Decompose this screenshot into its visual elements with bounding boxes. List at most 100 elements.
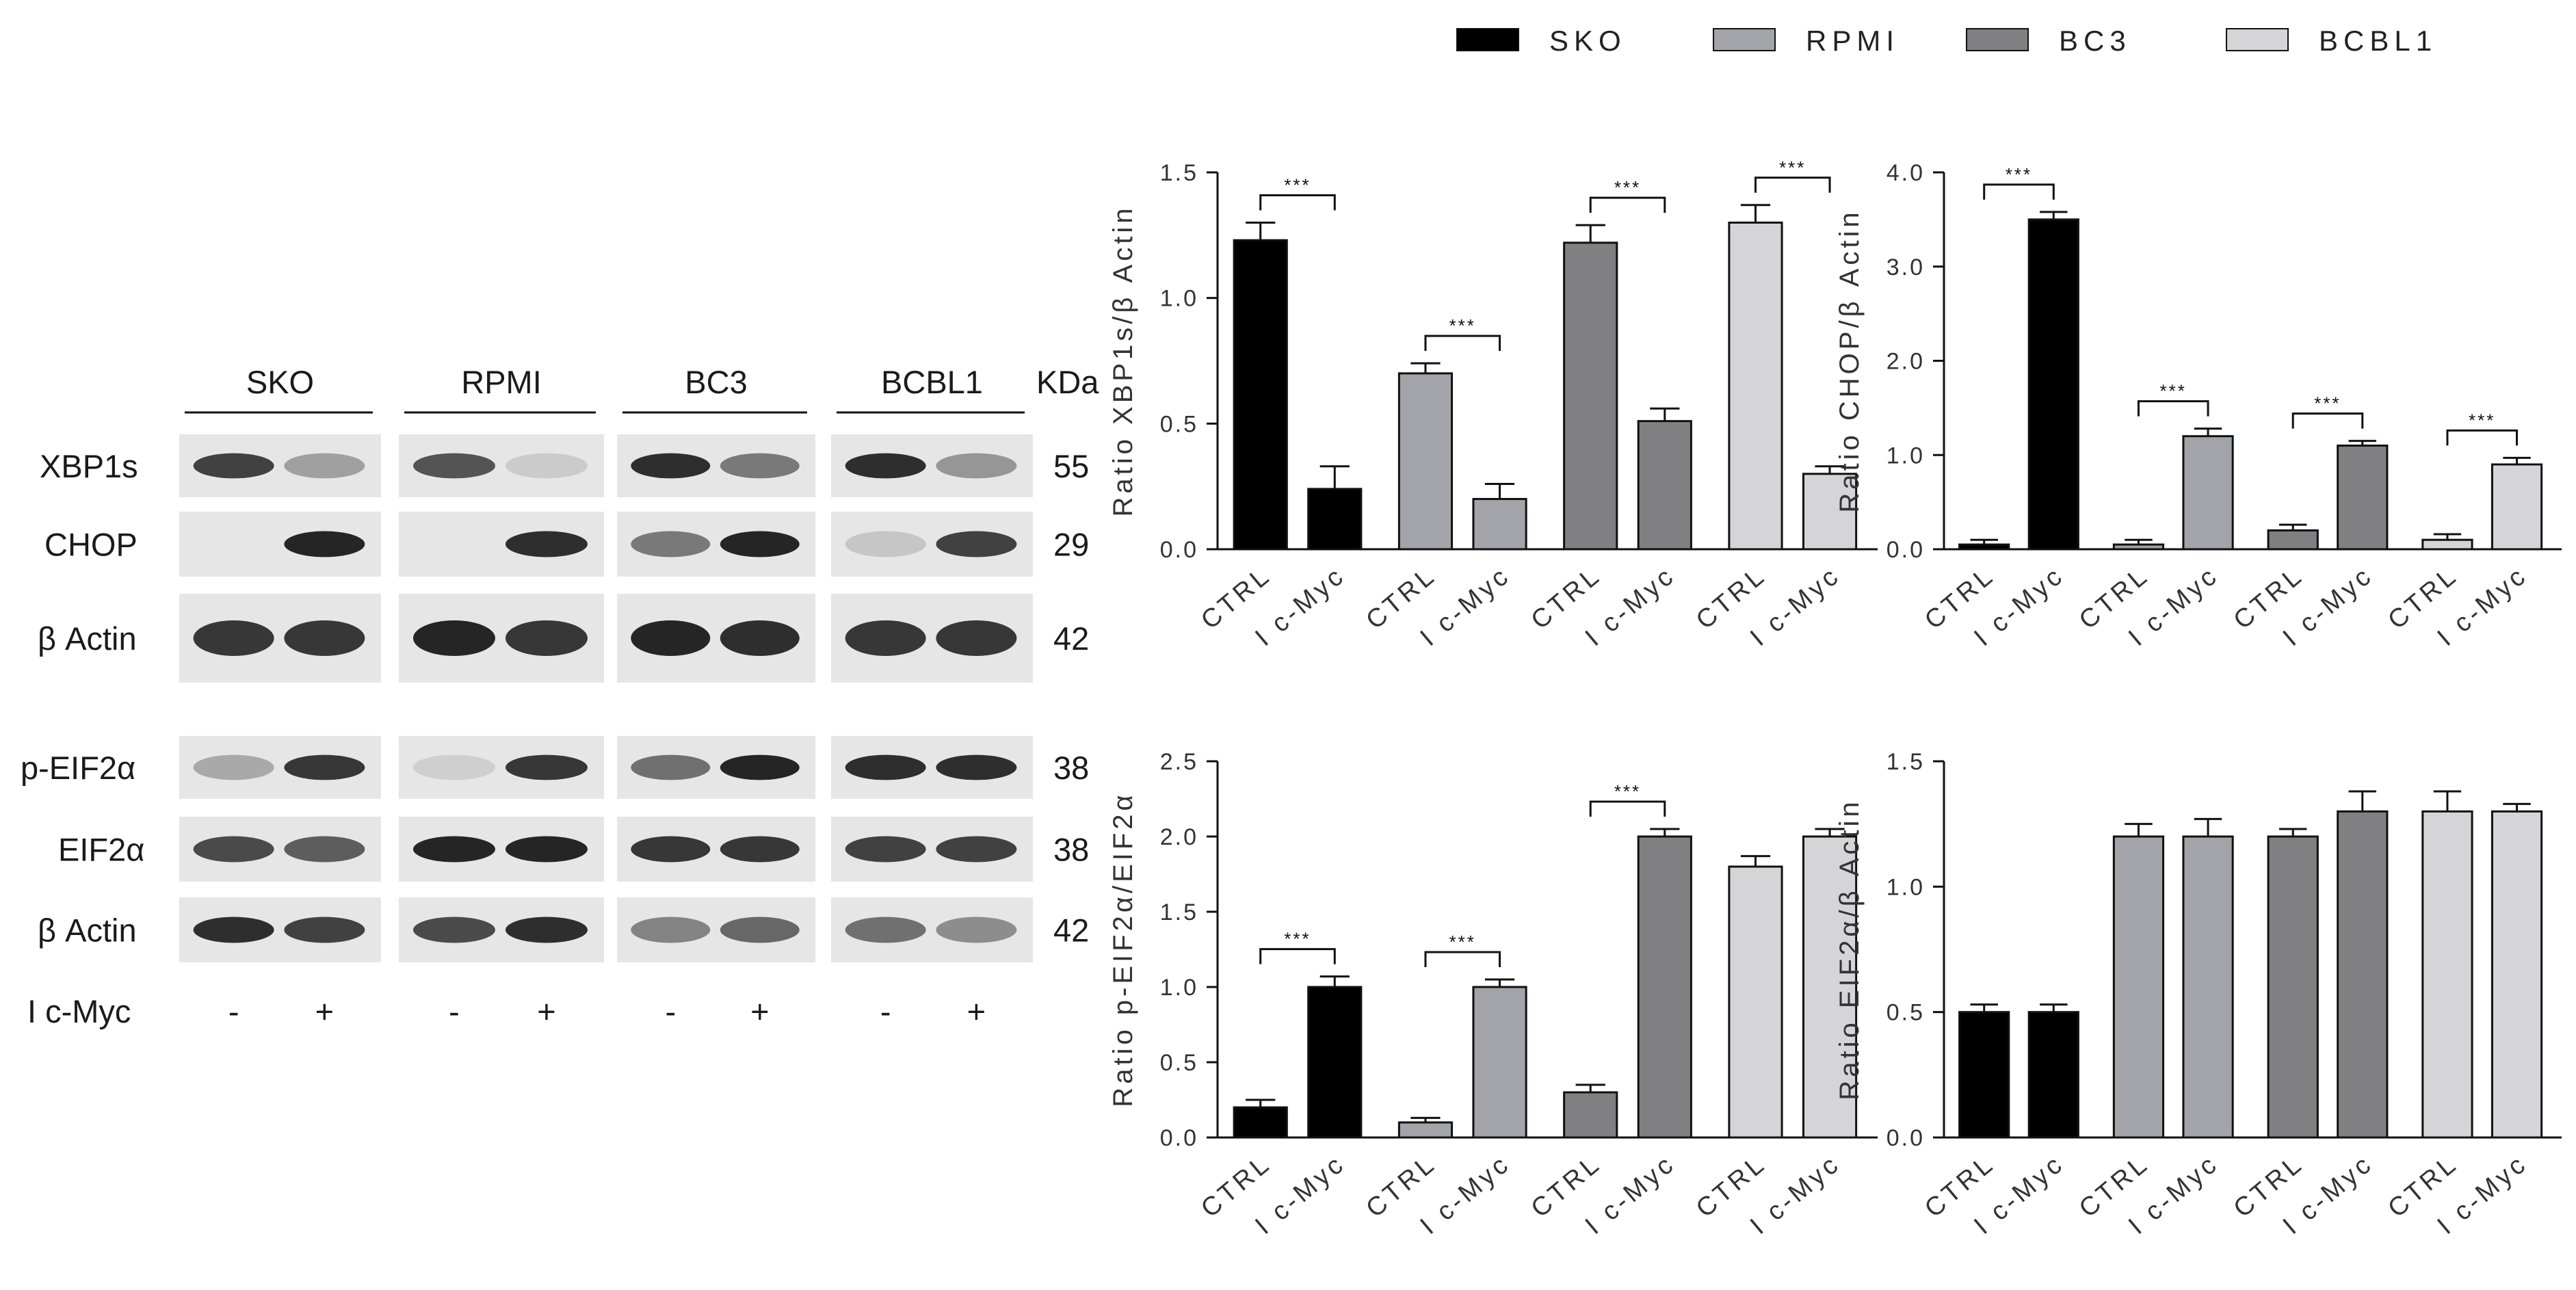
significance-bracket	[2291, 412, 2364, 429]
bar-rpmi	[2182, 435, 2234, 551]
blot-band	[505, 453, 588, 479]
y-tick-label: 0.0	[1887, 537, 1925, 563]
blot-band	[193, 453, 274, 479]
significance-bracket	[1259, 948, 1336, 964]
y-axis-label: Ratio EIF2α/β Actin	[1835, 798, 1865, 1100]
bar-bc3	[1563, 1091, 1618, 1139]
blot-band	[413, 917, 495, 943]
blot-band	[505, 754, 588, 780]
significance-bracket	[1589, 800, 1666, 817]
blot-band	[413, 620, 495, 656]
significance-label: ***	[2160, 381, 2187, 402]
significance-bracket	[1424, 951, 1501, 967]
blot-band	[413, 754, 495, 780]
blot-row-kda: 29	[1053, 527, 1089, 563]
bar-sko	[2027, 218, 2079, 551]
significance-label: ***	[2006, 164, 2032, 185]
bar-bcbl1	[1728, 221, 1783, 551]
bar-bcbl1	[2421, 538, 2473, 551]
blot-band	[193, 620, 274, 656]
bar-rpmi	[1472, 498, 1527, 551]
blot-band	[845, 453, 926, 479]
blot-band	[936, 453, 1017, 479]
bar-bc3	[2337, 810, 2389, 1139]
significance-label: ***	[1284, 929, 1311, 949]
blot-group-header: RPMI	[461, 364, 542, 400]
blot-group-header: SKO	[246, 364, 314, 400]
bar-sko	[1307, 986, 1363, 1139]
blot-row-label: CHOP	[44, 527, 137, 563]
y-tick-label: 2.0	[1160, 824, 1198, 850]
significance-label: ***	[1614, 177, 1641, 198]
y-tick-label: 0.5	[1160, 411, 1198, 437]
significance-bracket	[1259, 194, 1336, 211]
significance-label: ***	[1449, 315, 1476, 336]
bar-bc3	[2267, 529, 2319, 551]
blot-band	[284, 531, 365, 557]
significance-bracket	[1424, 334, 1501, 352]
bar-bcbl1	[1728, 865, 1783, 1139]
y-tick-label: 1.0	[1160, 286, 1198, 312]
blot-band	[936, 620, 1017, 656]
blot-band	[284, 453, 365, 479]
blot-band	[631, 836, 711, 863]
blot-band	[631, 531, 711, 557]
blot-band	[505, 917, 588, 943]
blot-band	[284, 917, 365, 943]
blot-treatment-mark: -	[228, 993, 239, 1029]
blot-treatment-mark: -	[665, 993, 676, 1029]
bar-rpmi	[1397, 372, 1454, 551]
legend-label-bc3: BC3	[2059, 25, 2131, 57]
blot-row-label: p-EIF2α	[21, 750, 135, 786]
blot-band	[193, 754, 274, 780]
blot-row-label: β Actin	[38, 912, 137, 949]
significance-label: ***	[1779, 157, 1806, 178]
bar-bcbl1	[1802, 835, 1858, 1139]
blot-row-kda: 55	[1053, 448, 1089, 484]
significance-label: ***	[1614, 781, 1641, 802]
significance-bracket	[1589, 196, 1666, 213]
significance-label: ***	[2469, 410, 2495, 430]
legend-swatch-rpmi	[1713, 28, 1776, 51]
y-tick-label: 0.5	[1887, 1000, 1925, 1026]
blot-treatment-mark: +	[967, 993, 986, 1029]
blot-treatment-mark: +	[315, 993, 334, 1029]
y-tick-label: 2.5	[1160, 749, 1198, 775]
bar-rpmi	[1397, 1121, 1454, 1139]
y-tick-label: 1.0	[1160, 975, 1198, 1001]
blot-row-label: EIF2α	[58, 832, 144, 868]
significance-label: ***	[2314, 393, 2341, 414]
y-axis-label: Ratio p-EIF2α/EIF2α	[1108, 791, 1138, 1107]
significance-bracket	[2446, 429, 2519, 446]
legend-swatch-sko	[1456, 28, 1519, 51]
bar-bc3	[1637, 420, 1692, 551]
bar-bc3	[1637, 835, 1692, 1139]
legend-swatch-bc3	[1966, 28, 2029, 51]
blot-band	[720, 531, 800, 557]
blot-band	[505, 620, 588, 656]
blot-band	[631, 620, 711, 656]
blot-row-label: β Actin	[38, 620, 137, 657]
y-tick-label: 0.0	[1160, 1125, 1198, 1151]
blot-band	[413, 453, 495, 479]
blot-band	[720, 620, 800, 656]
bar-bcbl1	[2490, 463, 2543, 551]
bar-bcbl1	[1802, 473, 1858, 551]
y-tick-label: 1.5	[1887, 749, 1925, 775]
blot-band	[936, 836, 1017, 863]
blot-treatment-mark: -	[880, 993, 891, 1029]
blot-band	[505, 836, 588, 863]
blot-row-kda: 42	[1053, 912, 1089, 949]
bar-rpmi	[2112, 835, 2165, 1139]
blot-band	[720, 917, 800, 943]
blot-treatment-mark: +	[537, 993, 555, 1029]
legend-label-sko: SKO	[1549, 25, 1627, 57]
blot-row-kda: 38	[1053, 832, 1089, 868]
blot-group-header: BCBL1	[881, 364, 983, 400]
blot-row-kda: 38	[1053, 750, 1089, 786]
bar-rpmi	[2182, 835, 2234, 1139]
